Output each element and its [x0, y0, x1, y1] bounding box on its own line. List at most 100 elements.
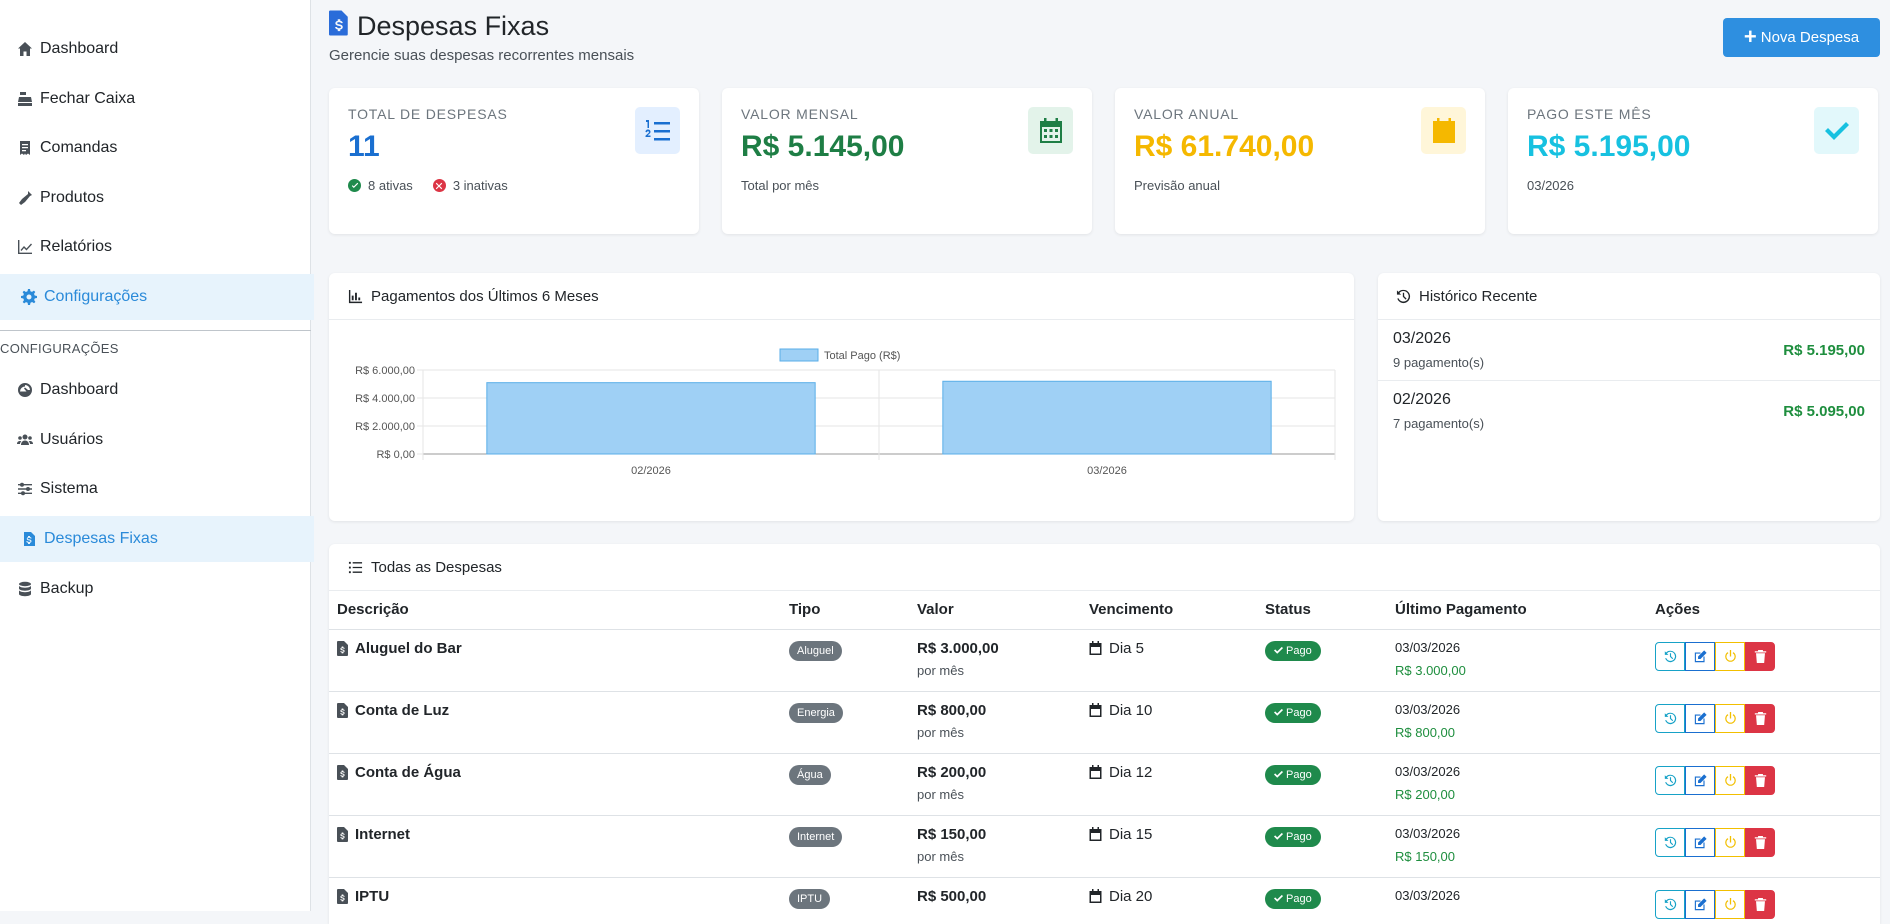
table-row: Conta de Água Água R$ 200,00 por mês Dia…: [329, 753, 1880, 816]
sidebar-item-relatorios[interactable]: Relatórios: [0, 224, 314, 270]
stat-card-paid: PAGO ESTE MÊS R$ 5.195,00 03/2026: [1508, 88, 1878, 234]
history-month: 03/2026: [1393, 330, 1451, 347]
status-badge: Pago: [1265, 702, 1321, 723]
cell-valor: R$ 200,00 por mês: [909, 753, 1081, 816]
sidebar-item-comandas[interactable]: Comandas: [0, 125, 314, 171]
edit-icon: [1694, 649, 1707, 662]
cell-vencimento: Dia 12: [1081, 753, 1257, 816]
cell-vencimento: Dia 10: [1081, 691, 1257, 754]
status-badge: Pago: [1265, 826, 1321, 847]
stat-foot: 8 ativas 3 inativas: [348, 178, 680, 193]
users-icon: [15, 430, 35, 450]
col-header-vencimento[interactable]: Vencimento: [1081, 591, 1257, 630]
status-text: Pago: [1286, 644, 1312, 657]
toggle-active-button[interactable]: [1715, 641, 1745, 671]
delete-button[interactable]: [1745, 889, 1775, 919]
toggle-active-button[interactable]: [1715, 703, 1745, 733]
history-button[interactable]: [1655, 889, 1685, 919]
history-panel: Histórico Recente 03/2026 9 pagamento(s)…: [1378, 273, 1880, 521]
bottle-icon: [15, 188, 35, 208]
delete-button[interactable]: [1745, 703, 1775, 733]
sidebar-item-config-dashboard[interactable]: Dashboard: [0, 367, 314, 413]
sidebar-item-configuracoes[interactable]: Configurações: [0, 274, 314, 320]
check-icon: [1274, 708, 1283, 716]
gauge-icon: [15, 380, 35, 400]
type-badge: IPTU: [789, 888, 831, 909]
expense-frequency: por mês: [917, 848, 964, 864]
delete-button[interactable]: [1745, 765, 1775, 795]
expenses-table-panel: Todas as Despesas Descrição Tipo Valor V…: [329, 544, 1880, 924]
delete-button[interactable]: [1745, 827, 1775, 857]
active-count: 8 ativas: [368, 178, 413, 193]
trash-icon: [1754, 711, 1766, 725]
history-button[interactable]: [1655, 703, 1685, 733]
sidebar-item-label: Relatórios: [40, 238, 113, 255]
status-badge: Pago: [1265, 888, 1321, 909]
edit-icon: [1694, 897, 1707, 910]
stat-label: VALOR MENSAL: [741, 106, 859, 122]
cell-status: Pago: [1257, 815, 1387, 878]
toggle-active-button[interactable]: [1715, 889, 1745, 919]
edit-button[interactable]: [1685, 703, 1715, 733]
page-title-text: Despesas Fixas: [357, 11, 550, 41]
sidebar-item-usuarios[interactable]: Usuários: [0, 417, 314, 463]
page-title: Despesas Fixas: [329, 10, 634, 43]
sidebar-item-fechar-caixa[interactable]: Fechar Caixa: [0, 76, 314, 122]
col-header-descricao[interactable]: Descrição: [329, 591, 781, 630]
history-icon: [1664, 774, 1676, 786]
table-panel-title: Todas as Despesas: [371, 558, 502, 576]
expense-description: Conta de Água: [355, 763, 461, 781]
list-icon: [348, 561, 363, 573]
power-icon: [1724, 897, 1736, 910]
history-count: 7 pagamento(s): [1393, 416, 1485, 431]
status-text: Pago: [1286, 892, 1312, 905]
type-badge: Internet: [789, 826, 843, 847]
history-icon: [1664, 650, 1676, 662]
sidebar-item-despesas-fixas[interactable]: Despesas Fixas: [0, 516, 314, 562]
edit-button[interactable]: [1685, 765, 1715, 795]
history-button[interactable]: [1655, 765, 1685, 795]
history-button[interactable]: [1655, 641, 1685, 671]
col-header-tipo[interactable]: Tipo: [781, 591, 909, 630]
edit-button[interactable]: [1685, 641, 1715, 671]
calendar-icon: [1089, 765, 1102, 779]
cell-descricao: Aluguel do Bar: [329, 629, 781, 692]
line-chart-icon: [15, 237, 35, 257]
check-icon: [1274, 646, 1283, 654]
cell-acoes: [1647, 691, 1880, 754]
check-icon: [1274, 770, 1283, 778]
sidebar-item-dashboard[interactable]: Dashboard: [0, 26, 314, 72]
history-panel-title: Histórico Recente: [1419, 287, 1538, 305]
cell-tipo: Internet: [781, 815, 909, 878]
history-icon: [1664, 712, 1676, 724]
check-icon: [1274, 894, 1283, 902]
calendar-icon: [1421, 107, 1466, 154]
calendar-icon: [1089, 703, 1102, 717]
sidebar-item-produtos[interactable]: Produtos: [0, 175, 314, 221]
history-button[interactable]: [1655, 827, 1685, 857]
col-header-ultimo-pagamento[interactable]: Último Pagamento: [1387, 591, 1647, 630]
sidebar-item-backup[interactable]: Backup: [0, 566, 314, 612]
edit-button[interactable]: [1685, 827, 1715, 857]
bar: [486, 382, 816, 455]
new-expense-button[interactable]: + Nova Despesa: [1723, 18, 1880, 57]
toggle-active-button[interactable]: [1715, 765, 1745, 795]
sidebar-item-sistema[interactable]: Sistema: [0, 466, 314, 512]
y-tick-label: R$ 0,00: [376, 449, 415, 461]
file-invoice-dollar-icon: [337, 888, 348, 904]
receipt-icon: [15, 138, 35, 158]
col-header-status[interactable]: Status: [1257, 591, 1387, 630]
toggle-active-button[interactable]: [1715, 827, 1745, 857]
cell-status: Pago: [1257, 691, 1387, 754]
col-header-valor[interactable]: Valor: [909, 591, 1081, 630]
check-icon: [1814, 107, 1859, 154]
x-circle-icon: [432, 179, 446, 192]
edit-button[interactable]: [1685, 889, 1715, 919]
cell-tipo: Aluguel: [781, 629, 909, 692]
delete-button[interactable]: [1745, 641, 1775, 671]
expense-description: Aluguel do Bar: [355, 639, 462, 657]
trash-icon: [1754, 835, 1766, 849]
chart-panel: Pagamentos dos Últimos 6 Meses Total Pag…: [329, 273, 1354, 521]
type-badge: Aluguel: [789, 640, 842, 661]
cell-status: Pago: [1257, 877, 1387, 924]
